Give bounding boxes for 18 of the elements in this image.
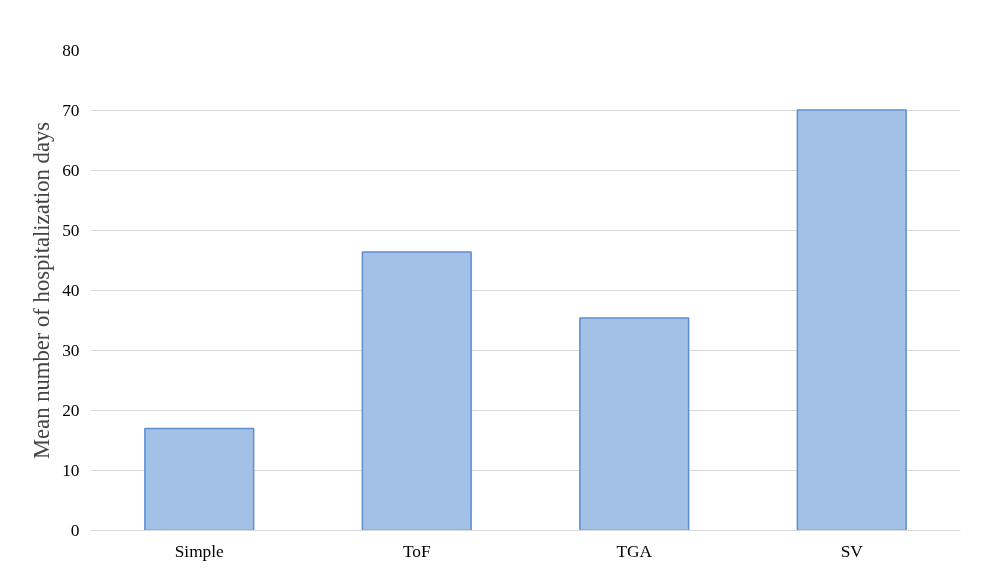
y-tick-label: 20 bbox=[62, 401, 80, 420]
x-tick-label: TGA bbox=[616, 541, 653, 561]
y-tick-label: 50 bbox=[62, 221, 80, 240]
y-tick-label: 70 bbox=[62, 101, 80, 120]
y-tick-label: 0 bbox=[70, 521, 80, 540]
y-tick-label: 30 bbox=[62, 341, 80, 360]
x-tick-label: Simple bbox=[174, 541, 225, 561]
bar bbox=[361, 251, 472, 531]
bar bbox=[144, 427, 255, 531]
y-tick-label: 60 bbox=[62, 161, 80, 180]
x-tick-label: SV bbox=[840, 541, 864, 561]
x-tick-label: ToF bbox=[402, 541, 431, 561]
bar bbox=[579, 317, 690, 531]
y-tick-label: 40 bbox=[62, 281, 80, 300]
y-tick-label: 80 bbox=[62, 41, 80, 60]
y-tick-label: 10 bbox=[62, 461, 80, 480]
bar bbox=[796, 109, 907, 531]
y-axis-title: Mean number of hospitalization days bbox=[29, 121, 55, 460]
